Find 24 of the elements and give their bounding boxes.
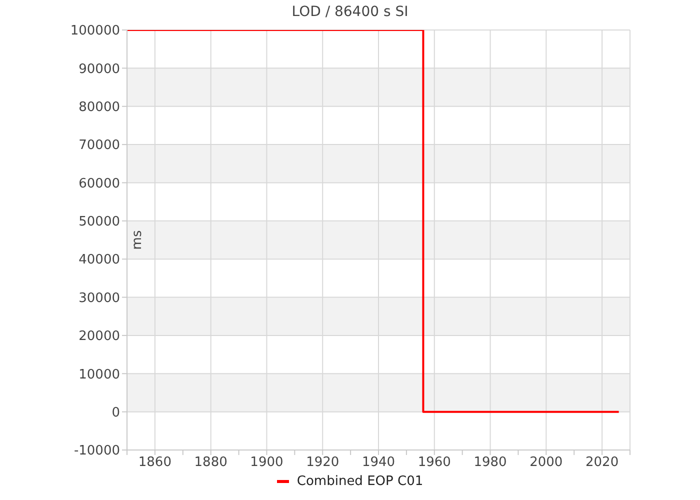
y-tick-label: 80000 (78, 100, 120, 115)
y-tick-label: 70000 (78, 138, 120, 154)
chart-title: LOD / 86400 s SI (292, 4, 408, 20)
y-tick-label: 10000 (78, 367, 120, 382)
x-tick-label: 1920 (306, 455, 340, 470)
x-tick-label: 1960 (418, 455, 451, 470)
y-tick-label: 90000 (78, 62, 120, 77)
legend-label: Combined EOP C01 (296, 474, 424, 489)
y-axis-title: ms (130, 230, 144, 250)
y-tick-label: -10000 (74, 444, 120, 459)
x-tick-label: 1880 (194, 455, 228, 470)
x-tick-label: 1860 (138, 455, 172, 470)
y-tick-label: 30000 (78, 290, 120, 306)
y-tick-label: 40000 (78, 252, 120, 268)
x-tick-label: 1900 (250, 455, 284, 470)
x-tick-label: 2000 (530, 455, 563, 470)
y-tick-label: 60000 (78, 176, 120, 192)
y-tick-label: 0 (112, 405, 120, 420)
y-tick-label: 50000 (78, 214, 120, 230)
x-tick-label: 1940 (362, 455, 396, 470)
y-tick-label: 100000 (70, 24, 120, 39)
x-tick-label: 1980 (474, 455, 507, 470)
y-tick-label: 20000 (78, 329, 120, 344)
x-tick-label: 2020 (586, 455, 619, 470)
